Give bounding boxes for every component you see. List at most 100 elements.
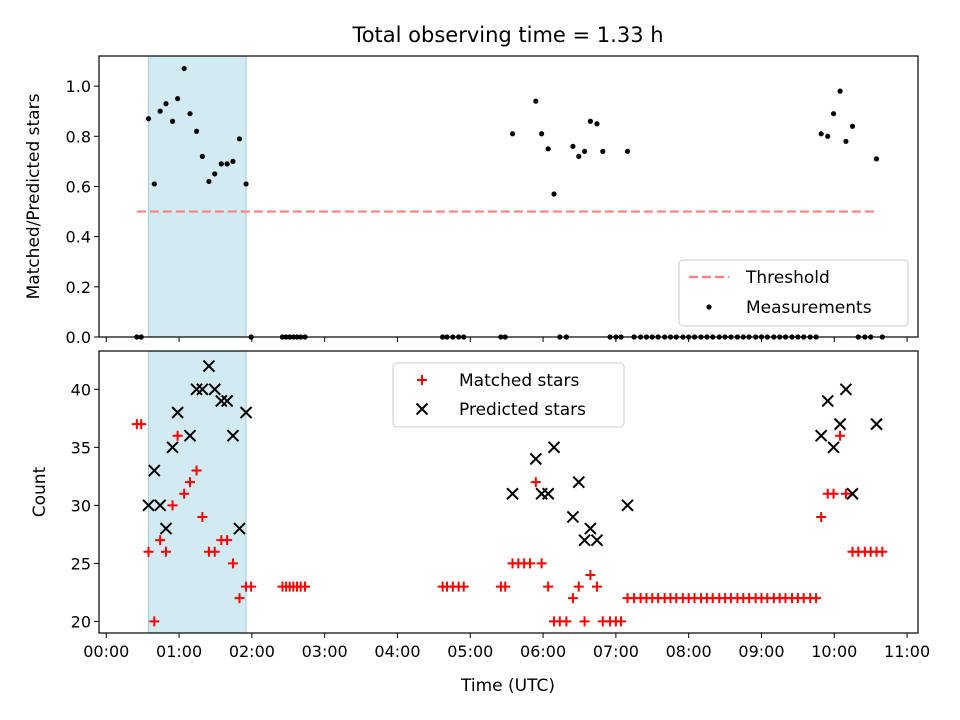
predicted-star-marker [233, 522, 246, 535]
measurement-point [576, 153, 582, 159]
matched-star-marker [209, 546, 220, 557]
measurement-point [187, 111, 193, 117]
matched-star-marker [155, 535, 166, 546]
measurement-point [199, 153, 205, 159]
y-axis-label: Matched/Predicted stars [24, 93, 44, 299]
predicted-star-marker [171, 406, 184, 419]
x-tick-label: 07:00 [593, 642, 639, 661]
measurement-point [145, 116, 152, 122]
predicted-star-marker [590, 533, 604, 547]
measurement-point [236, 136, 243, 142]
measurement-point [600, 148, 606, 154]
predicted-star-marker [541, 487, 555, 500]
predicted-star-marker [226, 429, 240, 442]
x-tick-label: 00:00 [83, 642, 129, 661]
y-tick-label: 0.4 [66, 228, 91, 247]
measurement-point [551, 191, 557, 197]
matched-star-marker [458, 581, 469, 592]
y-tick-label: 0.0 [66, 328, 91, 347]
legend-predicted-label: Predicted stars [459, 400, 586, 420]
y-tick-label: 0.8 [66, 127, 91, 146]
matched-star-marker [136, 419, 147, 430]
matched-star-marker [300, 581, 311, 592]
x-tick-label: 05:00 [447, 642, 493, 661]
matched-star-marker [840, 488, 851, 499]
predicted-star-marker [529, 452, 543, 466]
x-tick-label: 01:00 [156, 642, 202, 661]
axes-frame [98, 55, 919, 338]
matched-star-marker [524, 558, 535, 569]
x-tick-label: 11:00 [884, 642, 930, 661]
predicted-star-marker [821, 394, 834, 408]
x-tick-label: 03:00 [302, 642, 348, 661]
x-tick-label: 06:00 [520, 642, 566, 661]
measurement-point [539, 131, 545, 137]
predicted-star-marker [142, 499, 155, 512]
legend: Threshold Measurements [678, 259, 909, 327]
y-tick-label: 20 [71, 612, 91, 631]
predicted-star-marker [572, 475, 585, 489]
predicted-star-marker [208, 383, 221, 396]
measurement-point [594, 121, 600, 127]
predicted-star-marker [148, 464, 161, 477]
y-tick-label: 25 [71, 554, 91, 573]
x-axis-label: Time (UTC) [460, 676, 555, 696]
measurement-point [181, 65, 187, 72]
matched-star-marker [160, 546, 171, 557]
series-predicted-stars [142, 359, 883, 547]
predicted-star-marker [578, 533, 591, 547]
predicted-star-marker [153, 499, 167, 512]
matched-star-marker [185, 477, 195, 488]
x-tick-label: 10:00 [811, 642, 857, 661]
predicted-star-marker [833, 417, 847, 431]
matched-star-marker [222, 535, 233, 546]
legend-matched-label: Matched stars [459, 371, 579, 391]
predicted-star-marker [870, 417, 883, 431]
x-tick-label: 04:00 [374, 642, 420, 661]
matched-star-marker [227, 558, 238, 569]
predicted-star-marker [839, 383, 853, 396]
matched-star-marker [149, 616, 160, 627]
matched-star-marker [179, 488, 190, 499]
matched-star-marker [591, 581, 602, 592]
measurement-point [175, 96, 181, 102]
matched-star-marker [835, 430, 846, 441]
predicted-star-marker [827, 441, 840, 454]
predicted-star-marker [166, 441, 179, 454]
legend-measurements-label: Measurements [746, 298, 872, 318]
matched-star-marker [536, 558, 547, 569]
matched-star-marker [543, 581, 554, 592]
predicted-star-marker [506, 487, 519, 500]
measurement-point [570, 143, 576, 149]
measurement-point [243, 181, 249, 187]
measurement-point [873, 156, 880, 162]
predicted-star-marker [584, 522, 597, 535]
legend-box [678, 259, 909, 327]
predicted-star-marker [183, 429, 197, 442]
measurement-point [509, 131, 516, 137]
legend-box [392, 362, 625, 428]
measurement-point [818, 131, 824, 137]
matched-star-marker [811, 593, 822, 604]
axes-frame [98, 350, 919, 634]
x-tick-label: 09:00 [738, 642, 784, 661]
legend-predicted-swatch [415, 402, 429, 416]
predicted-star-marker [202, 359, 216, 373]
predicted-star-marker [190, 383, 203, 396]
matched-star-marker [615, 616, 626, 627]
y-tick-label: 0.6 [66, 177, 91, 196]
predicted-star-marker [814, 429, 828, 442]
x-tick-label: 08:00 [666, 642, 712, 661]
matched-star-marker [567, 593, 578, 604]
predicted-star-marker [846, 487, 859, 500]
measurement-point [843, 138, 849, 144]
matched-star-marker [573, 581, 584, 592]
measurement-point [206, 178, 212, 185]
measurement-point [230, 158, 236, 164]
measurement-point [218, 161, 224, 167]
measurement-point [624, 148, 631, 154]
matched-star-marker [877, 546, 888, 557]
series-matched-stars [131, 419, 888, 627]
